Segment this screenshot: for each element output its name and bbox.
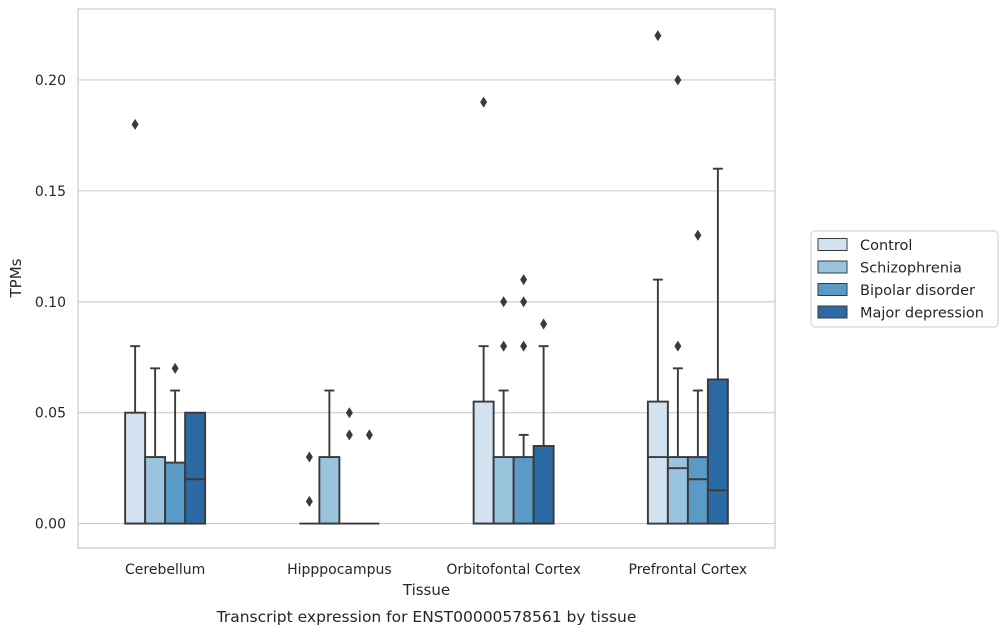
x-axis-label: Tissue bbox=[402, 581, 450, 599]
box-rect bbox=[492, 456, 515, 525]
box-rect bbox=[472, 400, 495, 525]
outlier-point bbox=[654, 30, 662, 42]
box-rect bbox=[532, 445, 555, 525]
y-tick-label: 0.10 bbox=[35, 295, 66, 311]
box-1-1 bbox=[318, 389, 341, 525]
outlier-point bbox=[520, 296, 528, 308]
outlier-point bbox=[131, 118, 139, 130]
outlier-point bbox=[500, 296, 508, 308]
legend: Control Schizophrenia Bipolar disorder Majo… bbox=[810, 230, 999, 328]
outlier-point bbox=[305, 495, 313, 507]
legend-swatch bbox=[817, 260, 848, 274]
y-axis-ticks: 0.00 0.05 0.10 0.15 0.20 bbox=[35, 73, 66, 533]
legend-swatch bbox=[817, 305, 848, 319]
box-3-3 bbox=[706, 167, 729, 525]
box-rect bbox=[512, 456, 535, 525]
outlier-point bbox=[345, 429, 353, 441]
y-tick-label: 0.00 bbox=[35, 517, 66, 533]
box-plot-marks bbox=[124, 30, 729, 525]
box-rect bbox=[124, 411, 147, 525]
outlier-point bbox=[520, 340, 528, 352]
outlier-point bbox=[365, 429, 373, 441]
outlier-point bbox=[480, 96, 488, 108]
outlier-point bbox=[674, 74, 682, 86]
box-2-1 bbox=[492, 296, 515, 525]
box-1-2 bbox=[339, 407, 360, 525]
y-tick-label: 0.20 bbox=[35, 73, 66, 89]
box-0-3 bbox=[184, 411, 207, 525]
outlier-point bbox=[674, 340, 682, 352]
legend-swatch bbox=[817, 283, 848, 296]
box-rect bbox=[706, 378, 729, 525]
box-0-2 bbox=[164, 362, 187, 525]
legend-swatch bbox=[817, 238, 848, 251]
box-rect bbox=[318, 456, 341, 525]
legend-label: Major depression bbox=[860, 306, 984, 322]
box-3-1 bbox=[666, 74, 689, 525]
outlier-point bbox=[345, 407, 353, 419]
y-tick-label: 0.05 bbox=[35, 406, 66, 422]
y-tick-label: 0.15 bbox=[35, 184, 66, 200]
outlier-point bbox=[305, 451, 313, 463]
box-1-3 bbox=[359, 429, 380, 525]
legend-label: Bipolar disorder bbox=[860, 283, 975, 299]
outlier-point bbox=[694, 229, 702, 241]
box-rect bbox=[184, 411, 207, 525]
x-tick-label: Hipppocampus bbox=[287, 562, 392, 578]
box-rect bbox=[666, 456, 689, 525]
box-3-2 bbox=[686, 229, 709, 525]
box-rect bbox=[646, 400, 669, 525]
outlier-point bbox=[520, 274, 528, 286]
legend-label: Schizophrenia bbox=[860, 261, 962, 277]
box-rect bbox=[144, 456, 167, 525]
legend-frame bbox=[810, 230, 999, 328]
box-2-3 bbox=[532, 318, 555, 525]
box-2-0 bbox=[472, 96, 495, 525]
x-tick-label: Cerebellum bbox=[125, 562, 205, 578]
outlier-point bbox=[171, 362, 179, 374]
box-3-0 bbox=[646, 30, 669, 525]
x-tick-label: Orbitofontal Cortex bbox=[446, 562, 581, 578]
chart-caption: Transcript expression for ENST0000057856… bbox=[216, 608, 637, 626]
box-0-1 bbox=[144, 367, 167, 525]
box-2-2 bbox=[512, 274, 535, 525]
box-1-0 bbox=[299, 451, 320, 525]
box-rect bbox=[164, 461, 187, 525]
x-tick-label: Prefrontal Cortex bbox=[629, 562, 748, 578]
box-rect bbox=[686, 456, 709, 525]
legend-label: Control bbox=[860, 238, 912, 254]
y-axis-label: TPMs bbox=[7, 258, 25, 298]
x-axis-ticks: Cerebellum Hipppocampus Orbitofontal Corte… bbox=[125, 562, 747, 578]
outlier-point bbox=[500, 340, 508, 352]
box-0-0 bbox=[124, 118, 147, 525]
outlier-point bbox=[540, 318, 548, 330]
plot-frame bbox=[77, 8, 776, 549]
